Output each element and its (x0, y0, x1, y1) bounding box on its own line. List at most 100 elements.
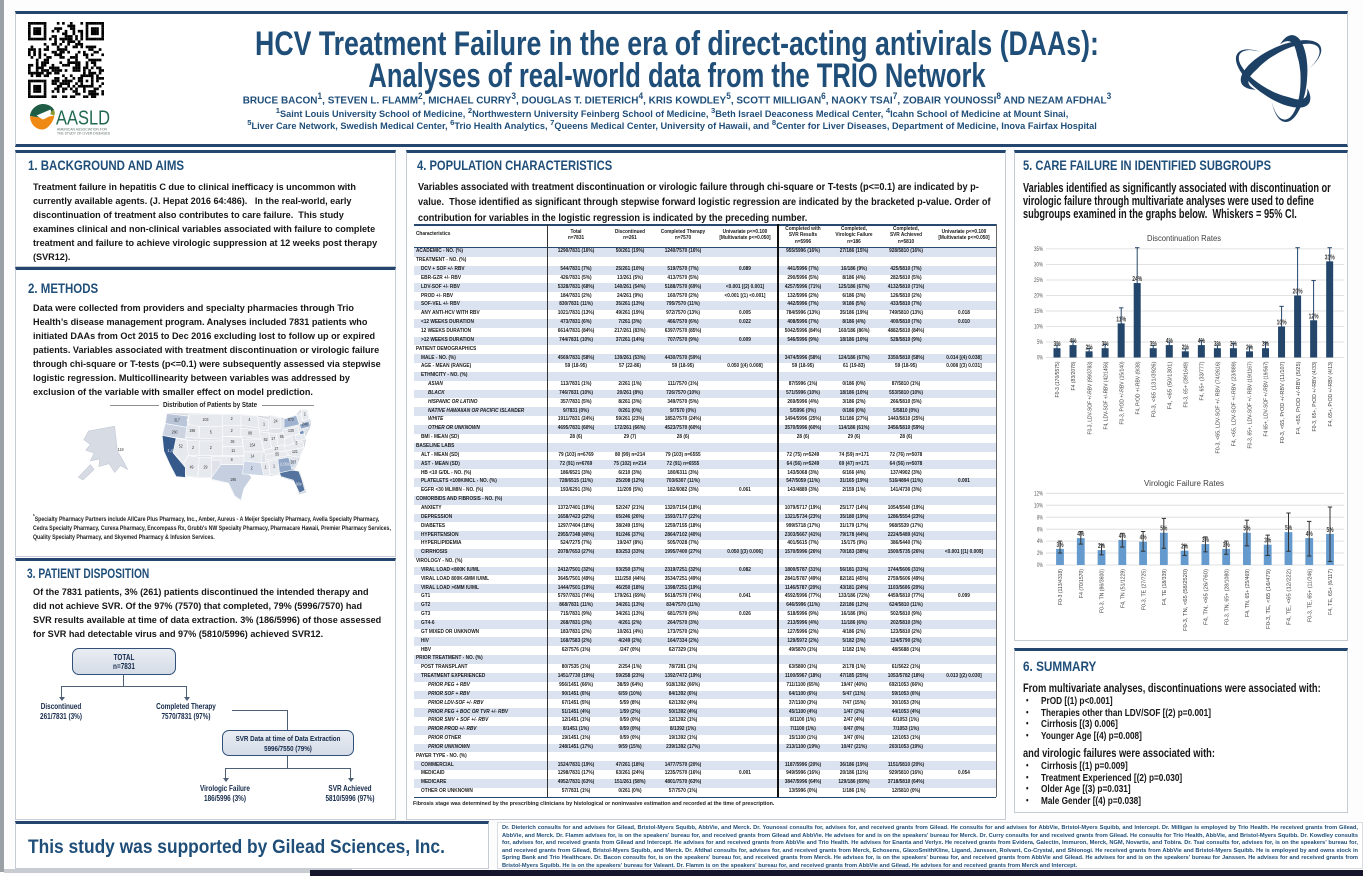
svg-text:17: 17 (271, 436, 275, 441)
svg-text:24x: 24x (302, 421, 309, 426)
svg-text:4%: 4% (1077, 531, 1085, 538)
svg-text:5%: 5% (1160, 526, 1168, 533)
svg-text:0%: 0% (1037, 562, 1043, 569)
svg-text:1: 1 (273, 463, 276, 468)
svg-text:3%: 3% (1262, 341, 1270, 348)
svg-text:49: 49 (190, 464, 194, 469)
svg-text:1: 1 (304, 411, 307, 416)
svg-text:4%: 4% (1306, 531, 1314, 538)
svg-text:260: 260 (172, 430, 178, 435)
svg-text:8: 8 (231, 457, 234, 462)
svg-text:4%: 4% (1070, 338, 1078, 345)
svg-text:AASLD: AASLD (56, 108, 110, 130)
svg-text:F0-3 (170/5575): F0-3 (170/5575) (1055, 361, 1061, 397)
svg-text:1: 1 (263, 421, 266, 426)
svg-text:5%: 5% (1327, 527, 1335, 534)
svg-text:F0-3, TN, 65+ (28/1080): F0-3, TN, 65+ (28/1080) (1224, 569, 1230, 625)
svg-text:4%: 4% (1037, 538, 1043, 545)
svg-text:12%: 12% (1309, 313, 1320, 320)
svg-text:15%: 15% (1034, 308, 1043, 315)
svg-text:F4, TE (18/339): F4, TE (18/339) (1162, 569, 1168, 605)
svg-text:5: 5 (210, 430, 213, 435)
svg-text:2%: 2% (1181, 544, 1189, 551)
svg-text:2,09x: 2,09x (280, 461, 291, 466)
svg-text:2: 2 (192, 445, 195, 450)
svg-text:2: 2 (231, 416, 234, 421)
svg-text:10%: 10% (1277, 320, 1288, 327)
svg-text:85: 85 (280, 434, 284, 439)
svg-text:3%: 3% (1054, 341, 1062, 348)
svg-text:3%: 3% (1214, 341, 1222, 348)
svg-text:2%: 2% (1246, 344, 1254, 351)
svg-text:36: 36 (230, 439, 234, 444)
svg-text:29: 29 (204, 464, 208, 469)
svg-text:F4, 65+, PrOD +/-RBV (4/13): F4, 65+, PrOD +/-RBV (4/13) (1328, 361, 1334, 426)
svg-text:1: 1 (265, 464, 268, 469)
svg-text:F0-3, <65 (131/3926): F0-3, <65 (131/3926) (1151, 361, 1157, 417)
svg-text:3%: 3% (1264, 538, 1272, 545)
svg-text:F0-3, LDV-SOF +/-RBV (99/3783): F0-3, LDV-SOF +/-RBV (99/3783) (1087, 361, 1093, 434)
svg-text:10%: 10% (1034, 324, 1043, 331)
svg-text:130: 130 (288, 428, 294, 433)
svg-text:AMERICAN ASSOCIATION FOR: AMERICAN ASSOCIATION FOR (57, 128, 108, 132)
svg-text:20%: 20% (1034, 293, 1043, 300)
svg-text:F4, TN, <65 (26/760): F4, TN, <65 (26/760) (1204, 569, 1210, 625)
svg-text:THE STUDY OF LIVER DISEASES: THE STUDY OF LIVER DISEASES (57, 132, 111, 136)
svg-text:10%: 10% (1034, 502, 1043, 509)
svg-text:Discontinuation Rates: Discontinuation Rates (1147, 234, 1221, 243)
svg-text:2%: 2% (1037, 550, 1043, 557)
svg-text:3%: 3% (1150, 341, 1158, 348)
svg-text:3: 3 (295, 441, 298, 446)
svg-text:31%: 31% (1325, 254, 1336, 261)
svg-text:F0-3, TN, <65 (58/2520): F0-3, TN, <65 (58/2520) (1183, 569, 1189, 631)
svg-text:2: 2 (231, 428, 234, 433)
svg-text:F4, TE, <65 (12/222): F4, TE, <65 (12/222) (1287, 569, 1293, 625)
svg-text:0%: 0% (1037, 355, 1043, 362)
svg-text:872: 872 (288, 417, 294, 422)
svg-text:F0-3, 65+, PrOD +/-RBV (4/33): F0-3, 65+, PrOD +/-RBV (4/33) (1312, 361, 1318, 431)
svg-text:25%: 25% (1034, 277, 1043, 284)
svg-text:F0-3, 65+, LDV-SOF +/- RBV (19: F0-3, 65+, LDV-SOF +/- RBV (19/1167) (1248, 361, 1254, 448)
svg-text:2: 2 (251, 465, 254, 470)
svg-text:4%: 4% (1140, 535, 1148, 542)
svg-text:30%: 30% (1034, 262, 1043, 269)
svg-text:2: 2 (210, 445, 213, 450)
svg-text:4: 4 (248, 417, 251, 422)
svg-text:Virologic Failure Rates: Virologic Failure Rates (1144, 479, 1224, 488)
svg-text:90x: 90x (296, 482, 303, 487)
svg-text:4%: 4% (1119, 533, 1127, 540)
svg-text:317: 317 (174, 418, 180, 423)
svg-text:82: 82 (264, 437, 268, 442)
svg-text:F4 (83/2078): F4 (83/2078) (1071, 361, 1077, 390)
svg-text:F4 (70/1570): F4 (70/1570) (1079, 569, 1085, 598)
svg-text:F4, LDV-SOF +/-RBV (42/1456): F4, LDV-SOF +/-RBV (42/1456) (1103, 361, 1109, 429)
svg-text:24%: 24% (1132, 276, 1143, 283)
svg-text:F4, TN (51/1229): F4, TN (51/1229) (1121, 569, 1127, 608)
svg-text:24: 24 (274, 419, 278, 424)
svg-text:F0-3, <65, PrOD +/-RBV (11/107: F0-3, <65, PrOD +/-RBV (11/107) (1280, 361, 1286, 443)
svg-text:17: 17 (274, 446, 278, 451)
svg-text:196: 196 (189, 428, 195, 433)
svg-text:3%: 3% (1057, 542, 1065, 549)
svg-text:F0-3, <65, LDV-SOF +/- RBV (74: F0-3, <65, LDV-SOF +/- RBV (74/2616) (1216, 361, 1222, 453)
svg-text:12%: 12% (1034, 490, 1043, 497)
svg-text:4%: 4% (1166, 338, 1174, 345)
svg-text:F0-3, PrOD +/-RBV (15/140): F0-3, PrOD +/-RBV (15/140) (1119, 361, 1125, 424)
svg-text:F0-3, 65+ (39/1649): F0-3, 65+ (39/1649) (1184, 361, 1190, 407)
svg-text:F4, <65, LDV-SOF +/-RBV (23/88: F4, <65, LDV-SOF +/-RBV (23/889) (1232, 361, 1238, 446)
svg-text:5%: 5% (1285, 525, 1293, 532)
svg-text:2%: 2% (1098, 543, 1106, 550)
svg-text:F4, <65, PrOD +/-RBV (5/25): F4, <65, PrOD +/-RBV (5/25) (1296, 361, 1302, 434)
svg-text:103: 103 (203, 417, 209, 422)
svg-text:F0-3 (113/4318): F0-3 (113/4318) (1058, 569, 1064, 605)
svg-text:F0-3, TE (27/725): F0-3, TE (27/725) (1141, 569, 1147, 610)
svg-text:5%: 5% (1243, 526, 1251, 533)
svg-text:F0-3, TE, 65+ (11/246): F0-3, TE, 65+ (11/246) (1307, 569, 1313, 622)
svg-text:4%: 4% (1198, 338, 1206, 345)
svg-text:F4, PrOD +/-RBV (9/38): F4, PrOD +/-RBV (9/38) (1135, 361, 1141, 414)
svg-text:F4, <65 (50/1301): F4, <65 (50/1301) (1168, 361, 1174, 409)
svg-text:52: 52 (179, 443, 183, 448)
svg-text:3%: 3% (1230, 341, 1238, 348)
svg-text:195: 195 (230, 477, 236, 482)
svg-text:3%: 3% (1202, 537, 1210, 544)
